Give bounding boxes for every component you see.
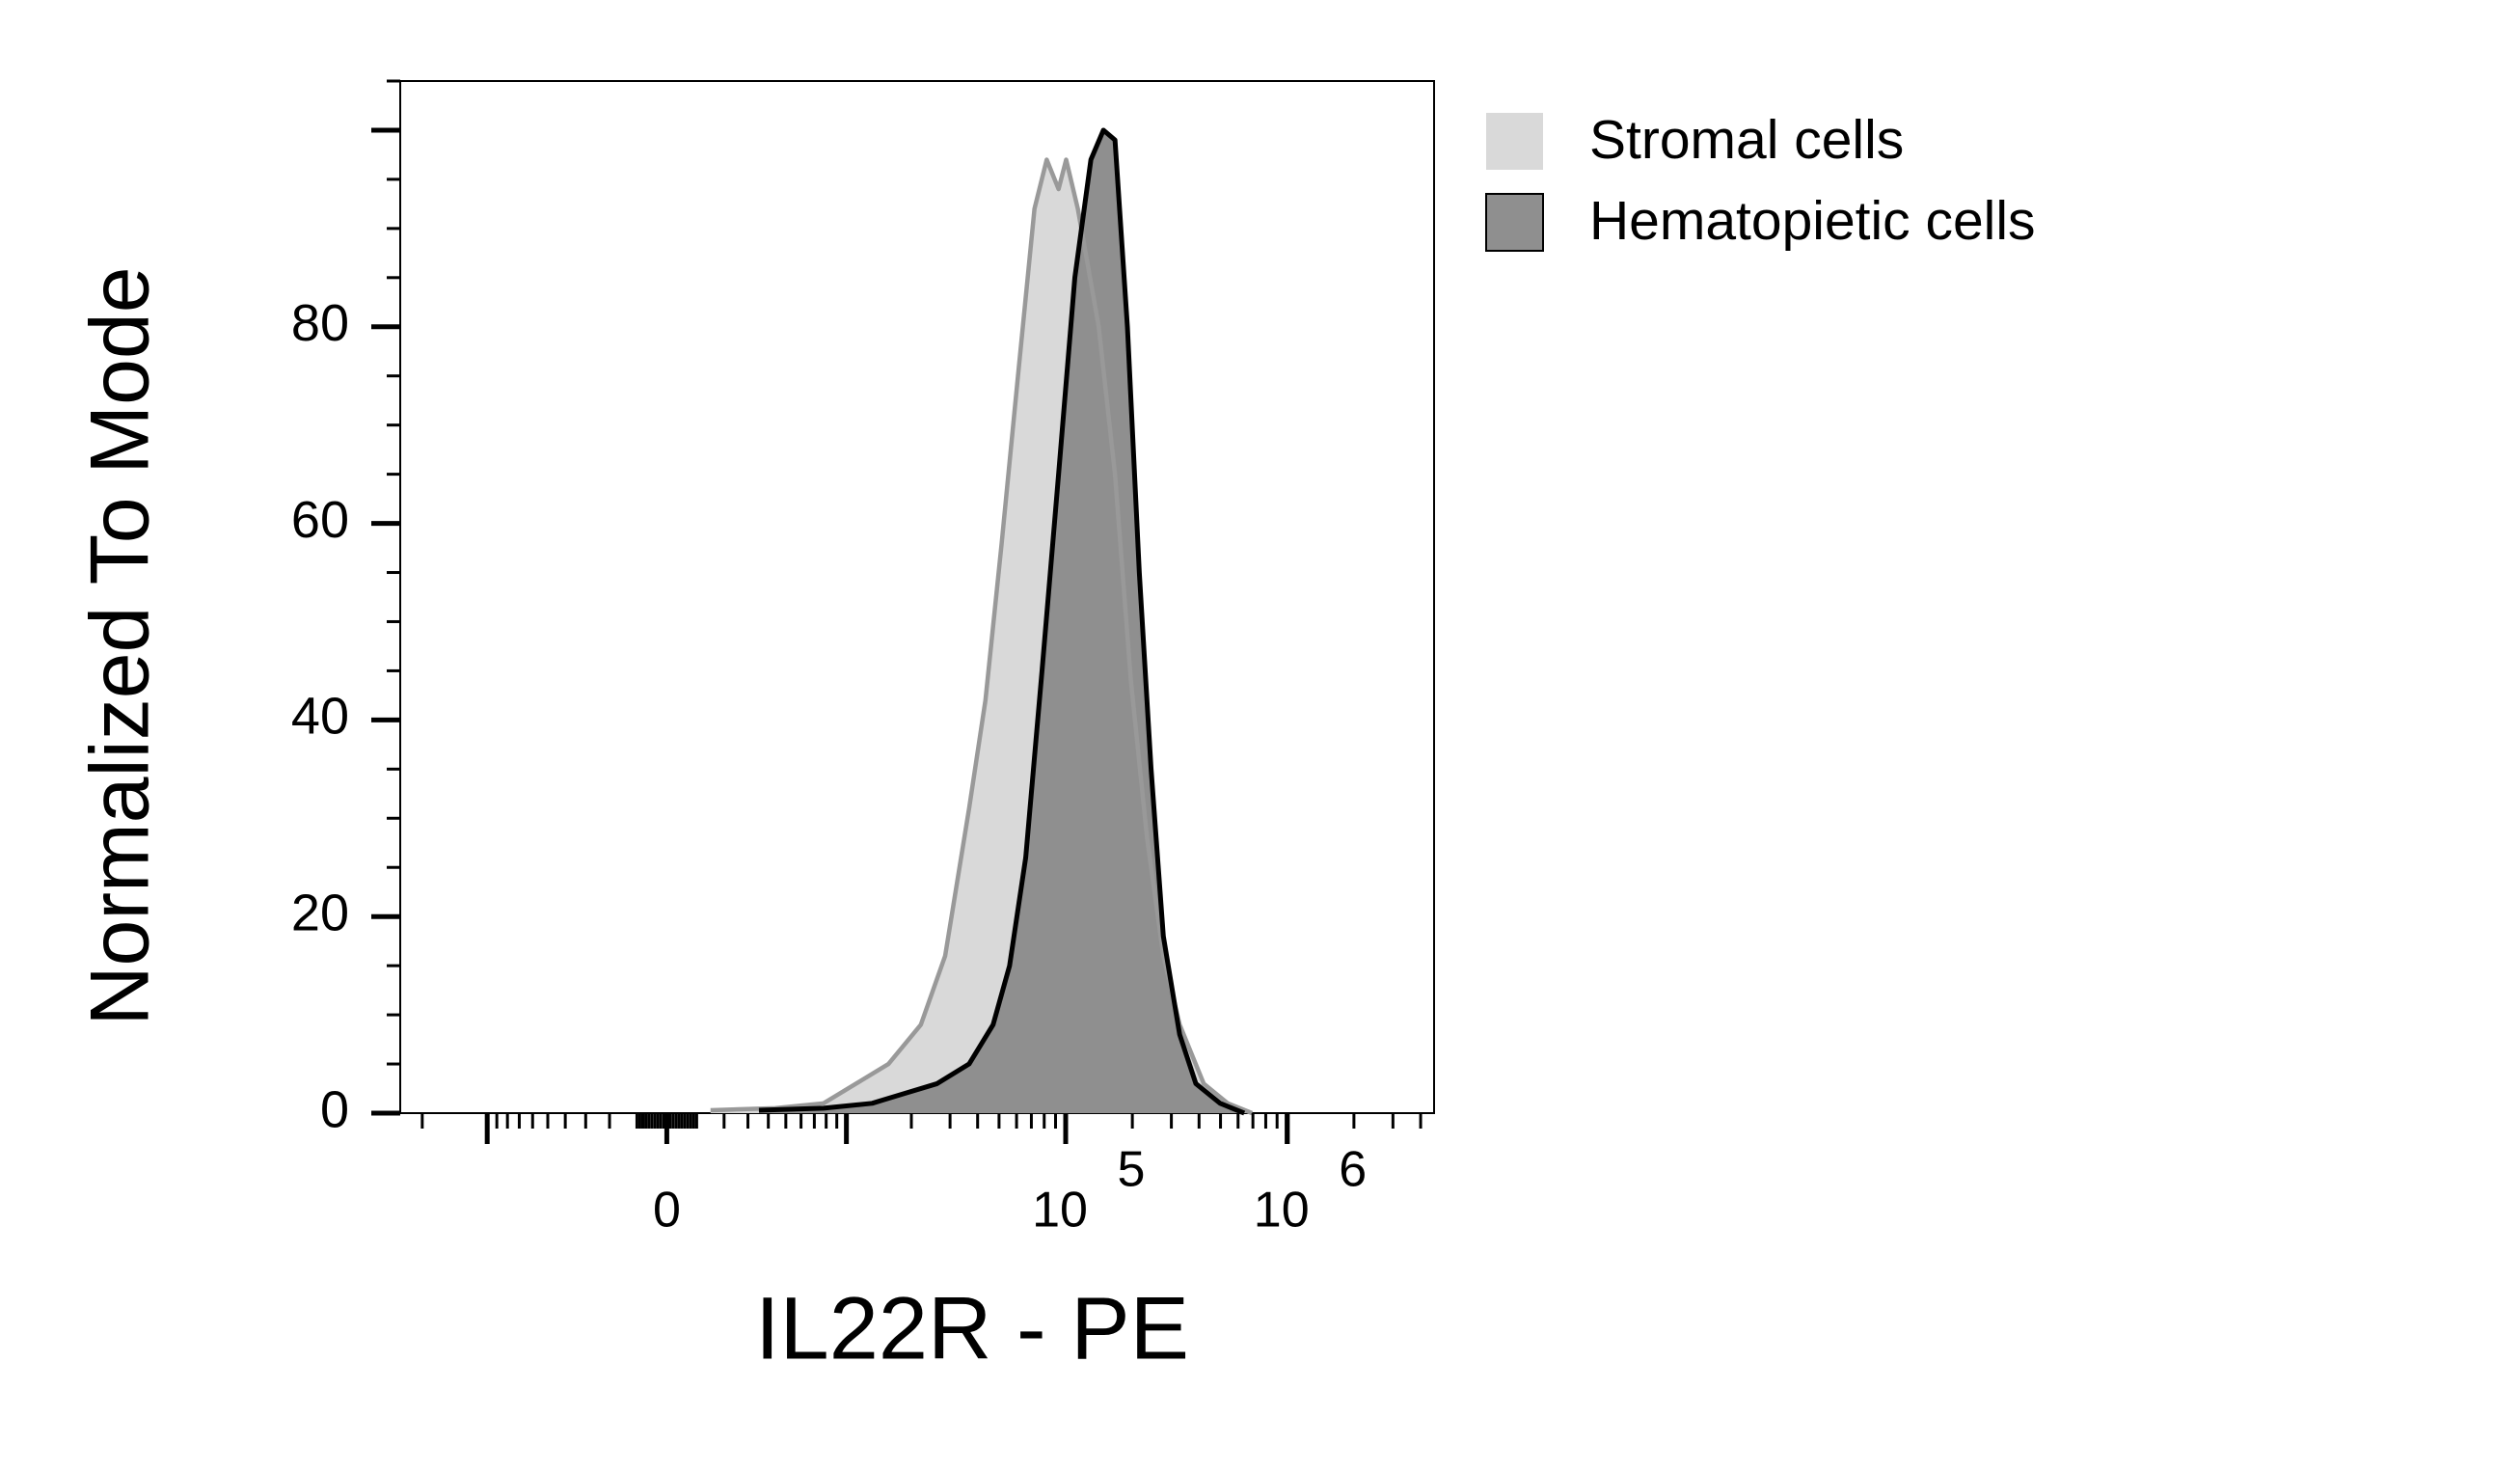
plot-frame — [399, 80, 1435, 1114]
x-tick-label: 10 — [1254, 1183, 1310, 1239]
y-tick-label: 20 — [291, 884, 349, 941]
x-tick-power: 6 — [1339, 1142, 1367, 1198]
y-axis-title: Normalized To Mode — [74, 266, 167, 1025]
area-line — [758, 127, 1246, 1116]
y-tick-label: 60 — [291, 491, 349, 549]
x-tick-label-group: 10 6 — [1254, 1142, 1367, 1239]
legend-label: Hematopietic cells — [1589, 190, 2036, 252]
y-tick-label: 40 — [291, 688, 349, 746]
x-tick-label: 10 — [1032, 1183, 1088, 1239]
x-tick-power: 5 — [1118, 1142, 1146, 1198]
legend-swatch — [1485, 193, 1544, 252]
x-tick-label-group: 0 — [653, 1183, 681, 1239]
x-axis-title: IL22R - PE — [755, 1279, 1189, 1377]
legend-label: Stromal cells — [1589, 109, 1904, 171]
area-fill — [758, 129, 1245, 1113]
x-tick-label: 0 — [653, 1183, 681, 1239]
y-tick-label: 0 — [320, 1080, 349, 1138]
legend-swatch — [1486, 113, 1543, 170]
area-line — [710, 157, 1254, 1116]
y-tick-label: 80 — [291, 294, 349, 352]
x-tick-label-group: 10 5 — [1032, 1142, 1145, 1239]
